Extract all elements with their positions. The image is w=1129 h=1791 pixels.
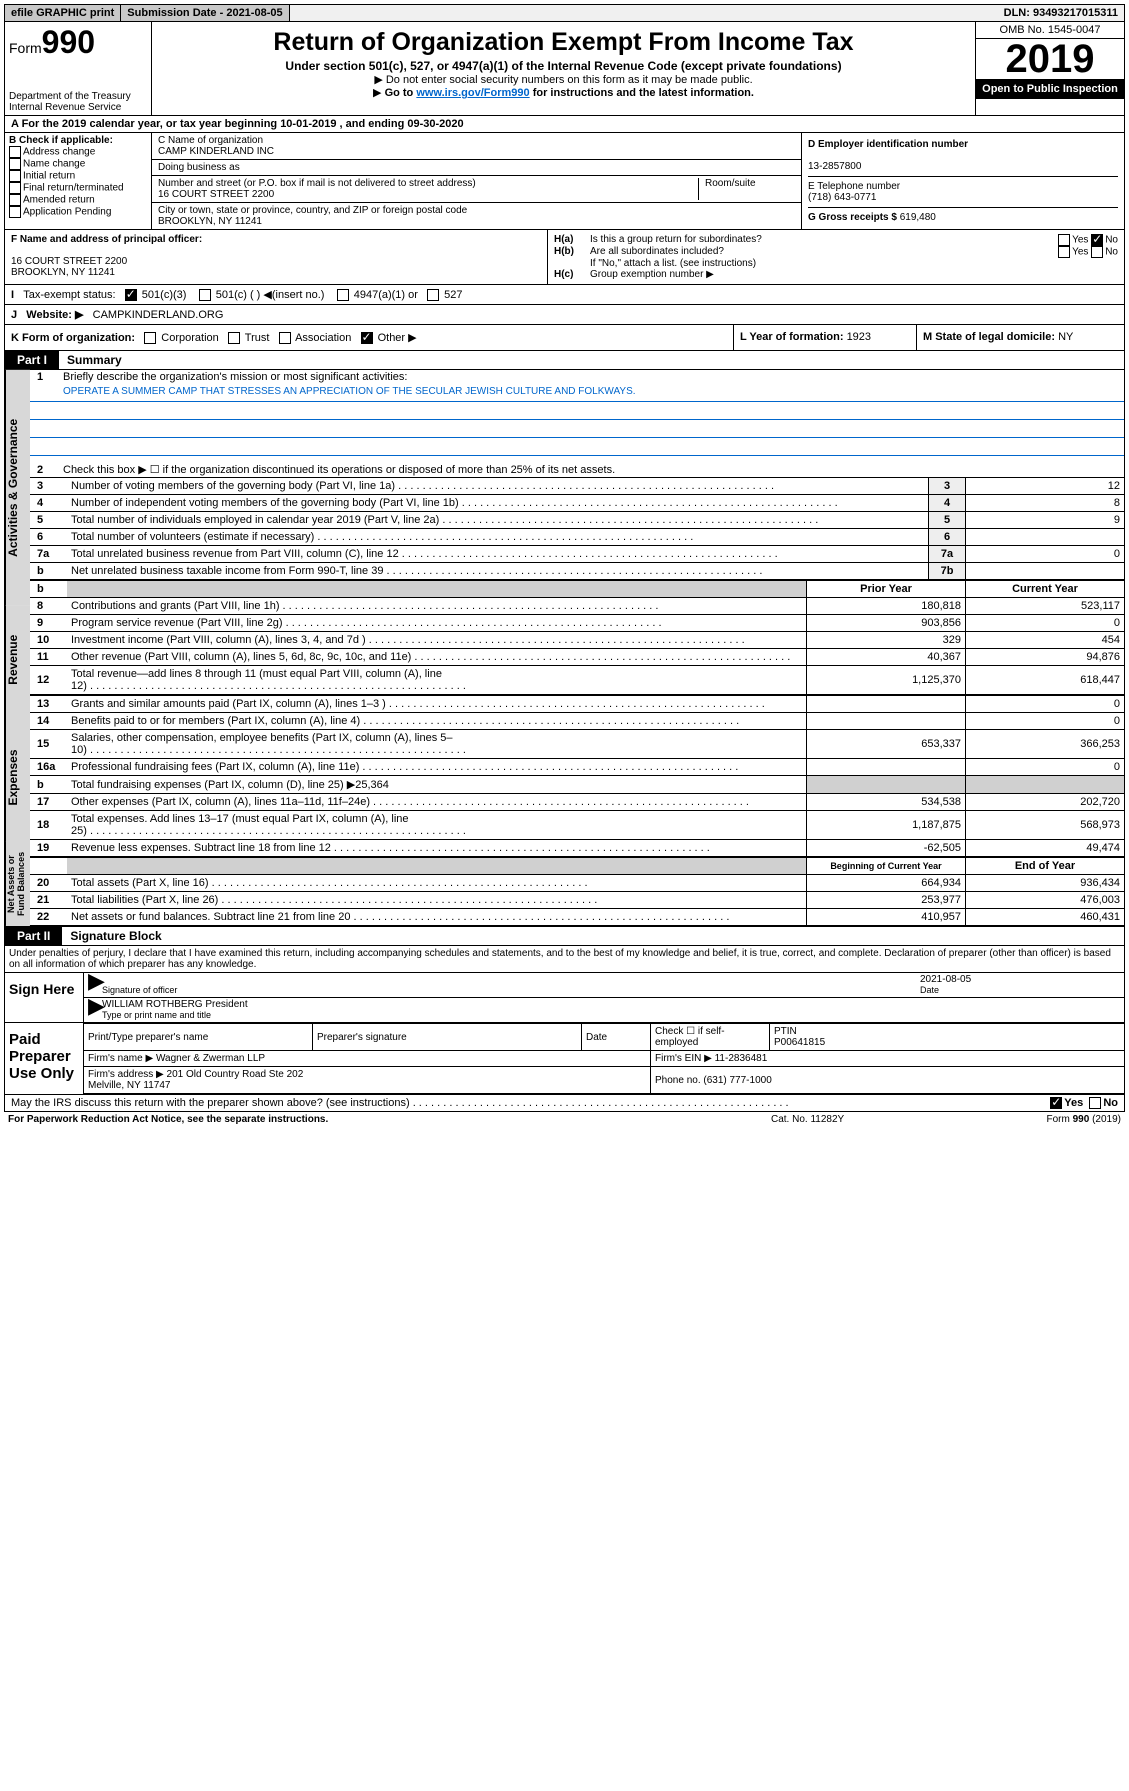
- row-a-tax-year: A For the 2019 calendar year, or tax yea…: [4, 116, 1125, 133]
- row-i: I Tax-exempt status: 501(c)(3) 501(c) ( …: [4, 285, 1125, 305]
- submission-date: Submission Date - 2021-08-05: [121, 5, 289, 21]
- gross-label: G Gross receipts $: [808, 212, 900, 223]
- top-bar: efile GRAPHIC print Submission Date - 20…: [4, 4, 1125, 22]
- officer-addr1: 16 COURT STREET 2200: [11, 256, 127, 267]
- form-title: Return of Organization Exempt From Incom…: [156, 28, 971, 57]
- table-row: 7aTotal unrelated business revenue from …: [29, 546, 1124, 563]
- table-row: 5Total number of individuals employed in…: [29, 512, 1124, 529]
- table-row: 18Total expenses. Add lines 13–17 (must …: [29, 811, 1124, 840]
- table-row: bNet unrelated business taxable income f…: [29, 563, 1124, 580]
- table-row: 14Benefits paid to or for members (Part …: [29, 713, 1124, 730]
- officer-label: F Name and address of principal officer:: [11, 234, 202, 245]
- signature-block: Under penalties of perjury, I declare th…: [4, 946, 1125, 1095]
- part1-header: Part I Summary: [4, 351, 1125, 370]
- section-b: B Check if applicable: Address change Na…: [5, 133, 152, 229]
- table-row: 3Number of voting members of the governi…: [29, 478, 1124, 495]
- subtitle-2: Do not enter social security numbers on …: [156, 73, 971, 86]
- vtab-revenue: Revenue: [5, 606, 30, 713]
- tax-year: 2019: [976, 39, 1124, 79]
- table-row: 19Revenue less expenses. Subtract line 1…: [29, 840, 1124, 857]
- open-inspection: Open to Public Inspection: [976, 79, 1124, 99]
- irs-link[interactable]: www.irs.gov/Form990: [416, 87, 529, 99]
- table-row: 16aProfessional fundraising fees (Part I…: [29, 759, 1124, 776]
- table-row: 10Investment income (Part VIII, column (…: [29, 632, 1124, 649]
- table-row: 22Net assets or fund balances. Subtract …: [29, 909, 1124, 926]
- governance-table: 3Number of voting members of the governi…: [29, 477, 1124, 580]
- discuss-row: May the IRS discuss this return with the…: [4, 1095, 1125, 1112]
- table-row: 21Total liabilities (Part X, line 26)253…: [29, 892, 1124, 909]
- sign-here-label: Sign Here: [5, 973, 84, 1022]
- table-row: 20Total assets (Part X, line 16)664,9349…: [29, 875, 1124, 892]
- expenses-table: 13Grants and similar amounts paid (Part …: [29, 695, 1124, 857]
- addr-value: 16 COURT STREET 2200: [158, 189, 692, 200]
- part2-header: Part II Signature Block: [4, 927, 1125, 946]
- part1-body: Activities & Governance Revenue Expenses…: [4, 370, 1125, 927]
- footer: For Paperwork Reduction Act Notice, see …: [4, 1112, 1125, 1127]
- section-c: C Name of organization CAMP KINDERLAND I…: [152, 133, 801, 229]
- subtitle-1: Under section 501(c), 527, or 4947(a)(1)…: [156, 59, 971, 73]
- table-row: 17Other expenses (Part IX, column (A), l…: [29, 794, 1124, 811]
- section-d: D Employer identification number 13-2857…: [801, 133, 1124, 229]
- preparer-table: Print/Type preparer's name Preparer's si…: [84, 1023, 1124, 1094]
- efile-link[interactable]: efile GRAPHIC print: [5, 5, 121, 21]
- net-table: Beginning of Current Year End of Year 20…: [29, 857, 1124, 926]
- vtab-expenses: Expenses: [5, 713, 30, 843]
- table-row: 6Total number of volunteers (estimate if…: [29, 529, 1124, 546]
- table-row: 11Other revenue (Part VIII, column (A), …: [29, 649, 1124, 666]
- vtab-activities: Activities & Governance: [5, 370, 30, 606]
- org-name: CAMP KINDERLAND INC: [158, 146, 795, 157]
- gross-value: 619,480: [900, 212, 936, 223]
- row-f-h: F Name and address of principal officer:…: [4, 230, 1125, 285]
- tel-value: (718) 643-0771: [808, 192, 876, 203]
- subtitle-3: Go to www.irs.gov/Form990 for instructio…: [156, 86, 971, 99]
- vtab-net: Net Assets or Fund Balances: [5, 842, 30, 926]
- dln: DLN: 93493217015311: [998, 5, 1124, 21]
- website-value: CAMPKINDERLAND.ORG: [93, 309, 224, 321]
- perjury-text: Under penalties of perjury, I declare th…: [5, 946, 1124, 972]
- ein-label: D Employer identification number: [808, 139, 968, 150]
- table-row: 4Number of independent voting members of…: [29, 495, 1124, 512]
- table-row: 8Contributions and grants (Part VIII, li…: [29, 598, 1124, 615]
- row-j: J Website: ▶ CAMPKINDERLAND.ORG: [4, 305, 1125, 325]
- org-name-label: C Name of organization: [158, 135, 795, 146]
- paid-preparer-label: Paid Preparer Use Only: [5, 1023, 84, 1094]
- form-number: Form990: [9, 24, 147, 61]
- city-value: BROOKLYN, NY 11241: [158, 216, 795, 227]
- table-row: 9Program service revenue (Part VIII, lin…: [29, 615, 1124, 632]
- form-header: Form990 Department of the Treasury Inter…: [4, 22, 1125, 116]
- tel-label: E Telephone number: [808, 181, 900, 192]
- ein-value: 13-2857800: [808, 161, 861, 172]
- arrow-icon: ▶: [88, 999, 102, 1021]
- officer-addr2: BROOKLYN, NY 11241: [11, 267, 115, 278]
- table-row: 15Salaries, other compensation, employee…: [29, 730, 1124, 759]
- addr-label: Number and street (or P.O. box if mail i…: [158, 178, 692, 189]
- revenue-table: b Prior Year Current Year 8Contributions…: [29, 580, 1124, 695]
- table-row: 13Grants and similar amounts paid (Part …: [29, 696, 1124, 713]
- entity-block: B Check if applicable: Address change Na…: [4, 133, 1125, 230]
- mission-text: OPERATE A SUMMER CAMP THAT STRESSES AN A…: [29, 384, 1124, 402]
- row-k-l-m: K Form of organization: Corporation Trus…: [4, 325, 1125, 351]
- dba-label: Doing business as: [158, 162, 795, 173]
- city-label: City or town, state or province, country…: [158, 205, 795, 216]
- table-row: 12Total revenue—add lines 8 through 11 (…: [29, 666, 1124, 695]
- dept-label: Department of the Treasury Internal Reve…: [9, 91, 147, 113]
- room-suite-label: Room/suite: [699, 178, 795, 200]
